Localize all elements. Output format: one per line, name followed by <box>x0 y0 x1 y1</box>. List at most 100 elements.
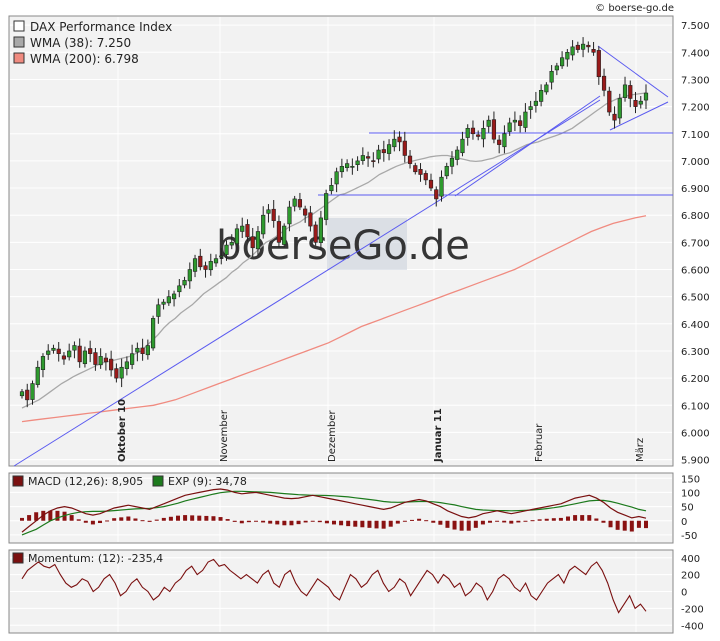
candle <box>376 144 381 164</box>
main-legend: DAX Performance Index WMA (38): 7.250 WM… <box>13 20 172 66</box>
candle-body-up <box>465 128 470 138</box>
candle-body-up <box>166 296 171 304</box>
legend-swatch-wma200 <box>13 52 25 64</box>
legend-dax: DAX Performance Index <box>30 20 172 34</box>
macd-histogram-bar <box>147 520 152 522</box>
candle <box>250 227 255 257</box>
macd-histogram-bar <box>502 520 507 523</box>
candle-body-down <box>601 75 607 91</box>
candle <box>114 363 119 383</box>
candle <box>287 200 292 232</box>
macd-histogram-bar <box>282 520 287 526</box>
candle <box>539 84 544 107</box>
candle-body-up <box>130 353 135 365</box>
candle-body-down <box>271 208 276 221</box>
candle-body-down <box>413 165 418 173</box>
macd-y-tick: 100 <box>681 488 700 499</box>
x-axis-label: März <box>635 438 646 462</box>
macd-histogram-bar <box>367 520 372 528</box>
macd-histogram-bar <box>644 520 648 529</box>
candle-body-up <box>72 345 77 351</box>
macd-histogram-bar <box>261 520 266 523</box>
candle <box>156 298 161 324</box>
macd-histogram-bar <box>601 520 606 523</box>
macd-histogram-bar <box>573 515 578 521</box>
macd-histogram-bar <box>353 520 358 527</box>
main-y-tick: 6.400 <box>681 320 710 331</box>
macd-line <box>21 488 647 533</box>
candle-body-up <box>98 356 103 366</box>
candle <box>229 234 234 250</box>
candle <box>313 221 318 246</box>
macd-histogram-bar <box>558 517 563 521</box>
macd-histogram-bar <box>402 520 407 522</box>
candle <box>61 352 67 365</box>
candle-body-down <box>313 224 318 243</box>
candle <box>255 226 261 256</box>
candle <box>523 103 528 133</box>
main-y-tick: 6.700 <box>681 238 710 249</box>
candle <box>198 248 203 271</box>
candle <box>607 86 612 116</box>
macd-histogram-bar <box>239 520 244 524</box>
candle-body-down <box>397 136 402 143</box>
candle-body-down <box>297 199 303 208</box>
candle-body-up <box>329 185 334 192</box>
candle-body-down <box>88 348 93 354</box>
candle-body-up <box>124 361 129 369</box>
candle-body-up <box>171 293 177 300</box>
macd-histogram-bar <box>544 518 549 521</box>
candle-body-down <box>497 139 502 145</box>
candle-body-down <box>77 345 82 363</box>
candle-body-down <box>476 134 481 137</box>
candle-body-up <box>449 157 455 167</box>
candle-body-down <box>140 347 145 354</box>
candle-body-up <box>334 171 339 185</box>
candle <box>428 173 434 192</box>
momentum-y-tick: -400 <box>681 621 704 632</box>
main-y-tick: 6.600 <box>681 266 710 277</box>
main-y-tick: 7.300 <box>681 75 710 86</box>
candle-body-up <box>549 71 554 83</box>
candle-body-up <box>617 98 622 119</box>
candle-body-up <box>481 128 486 140</box>
momentum-y-tick: 0 <box>681 588 687 599</box>
macd-histogram-bar <box>98 520 102 524</box>
candle <box>470 120 476 140</box>
candle-body-up <box>324 193 329 220</box>
candle <box>392 130 397 152</box>
candle-body-up <box>150 318 156 349</box>
candle-body-up <box>266 209 271 214</box>
macd-histogram-bar <box>55 510 60 521</box>
candle <box>507 117 512 136</box>
candle-body-down <box>93 352 98 365</box>
candle <box>633 91 638 114</box>
candle-body-down <box>276 221 282 243</box>
candle <box>549 65 554 90</box>
main-y-tick: 6.300 <box>681 347 710 358</box>
macd-histogram-bar <box>83 520 88 523</box>
candle-body-down <box>303 208 308 216</box>
trendline-long <box>13 99 601 467</box>
macd-histogram-bar <box>580 515 585 521</box>
candle-body-down <box>428 179 434 189</box>
candle <box>643 84 649 110</box>
candle-body-up <box>486 119 491 127</box>
macd-histogram-bar <box>324 520 329 524</box>
macd-histogram-bar <box>473 520 478 528</box>
candle <box>355 156 360 171</box>
candle <box>297 192 303 211</box>
candle <box>455 146 460 166</box>
candle-body-up <box>570 46 575 56</box>
candle-body-up <box>345 163 350 168</box>
macd-histogram-bar <box>218 517 223 521</box>
candle-body-up <box>507 122 512 132</box>
macd-histogram-bar <box>523 520 528 522</box>
macd-histogram-bar <box>204 515 209 521</box>
candle-body-down <box>628 85 633 99</box>
macd-histogram-bar <box>62 511 67 521</box>
candle-body-up <box>355 160 360 166</box>
exp-signal-line <box>21 490 647 536</box>
macd-histogram-bar <box>140 520 145 522</box>
